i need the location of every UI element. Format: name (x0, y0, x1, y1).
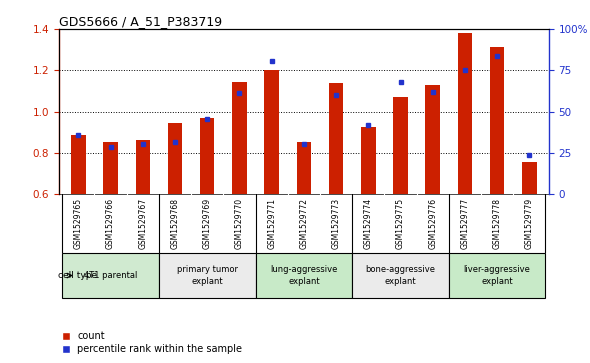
Bar (136, 140, 150, 194)
Text: GSM1529771: GSM1529771 (267, 198, 276, 249)
Text: GSM1529767: GSM1529767 (138, 198, 148, 249)
Text: GSM1529770: GSM1529770 (235, 198, 244, 249)
Text: GDS5666 / A_51_P383719: GDS5666 / A_51_P383719 (59, 15, 222, 28)
Text: primary tumor
explant: primary tumor explant (176, 265, 238, 286)
Bar (352, 253, 449, 298)
Text: GSM1529774: GSM1529774 (364, 198, 373, 249)
Text: GSM1529772: GSM1529772 (299, 198, 309, 249)
Text: GSM1529766: GSM1529766 (106, 198, 115, 249)
Bar (458, 33, 472, 194)
Text: GSM1529769: GSM1529769 (203, 198, 212, 249)
Legend: count, percentile rank within the sample: count, percentile rank within the sample (58, 327, 246, 358)
Bar (232, 82, 247, 194)
Bar (394, 97, 408, 194)
Text: GSM1529773: GSM1529773 (332, 198, 340, 249)
Bar (200, 118, 214, 194)
Bar (71, 135, 86, 194)
Text: liver-aggressive
explant: liver-aggressive explant (464, 265, 530, 286)
Text: GSM1529775: GSM1529775 (396, 198, 405, 249)
Bar (522, 162, 537, 194)
Text: GSM1529768: GSM1529768 (171, 198, 179, 249)
Bar (103, 142, 118, 194)
Text: GSM1529778: GSM1529778 (493, 198, 502, 249)
Bar (361, 127, 375, 194)
Text: GSM1529776: GSM1529776 (428, 198, 437, 249)
Bar (449, 253, 546, 298)
Text: GSM1529779: GSM1529779 (525, 198, 534, 249)
Bar (255, 253, 352, 298)
Text: cell type: cell type (58, 271, 97, 280)
Bar (329, 83, 343, 194)
Bar (62, 253, 159, 298)
Bar (264, 70, 279, 194)
Text: lung-aggressive
explant: lung-aggressive explant (270, 265, 337, 286)
Text: GSM1529765: GSM1529765 (74, 198, 83, 249)
Bar (490, 46, 504, 194)
Text: 4T1 parental: 4T1 parental (84, 271, 137, 280)
Bar (168, 123, 182, 194)
Bar (159, 253, 255, 298)
Text: bone-aggressive
explant: bone-aggressive explant (365, 265, 435, 286)
Bar (297, 142, 311, 194)
Text: GSM1529777: GSM1529777 (460, 198, 470, 249)
Bar (425, 85, 440, 194)
